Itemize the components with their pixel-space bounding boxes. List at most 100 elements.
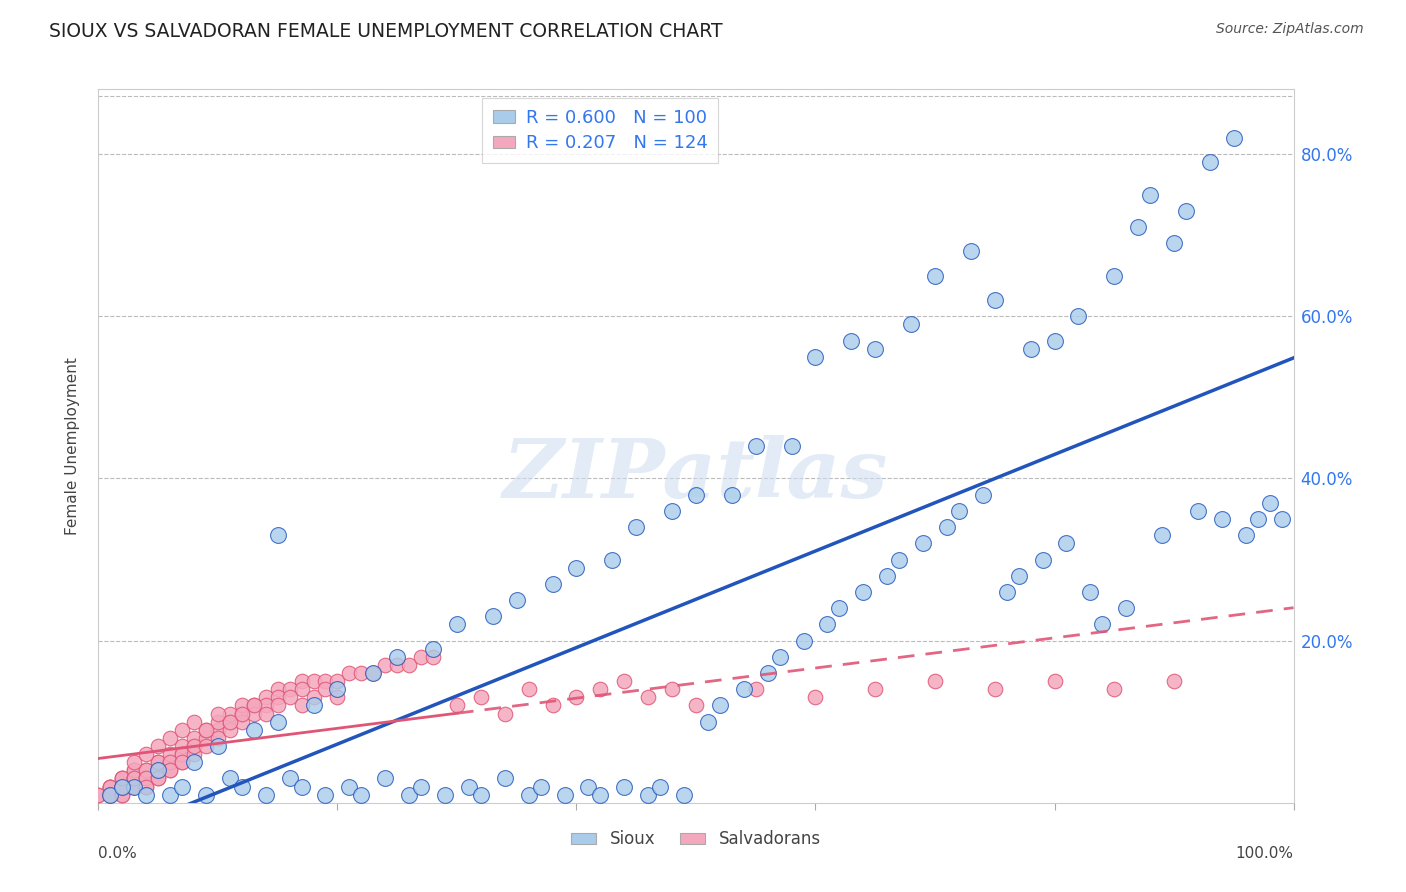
Point xyxy=(1211,512,1233,526)
Point xyxy=(780,439,803,453)
Point xyxy=(1019,342,1042,356)
Point xyxy=(363,666,385,681)
Point xyxy=(900,318,922,332)
Text: 0.0%: 0.0% xyxy=(98,846,138,861)
Point xyxy=(398,657,420,672)
Text: Source: ZipAtlas.com: Source: ZipAtlas.com xyxy=(1216,22,1364,37)
Point xyxy=(124,780,146,794)
Point xyxy=(111,788,134,802)
Point xyxy=(231,780,253,794)
Point xyxy=(541,698,564,713)
Point xyxy=(446,698,468,713)
Point xyxy=(385,649,409,664)
Point xyxy=(159,747,181,761)
Point xyxy=(291,682,314,697)
Point xyxy=(733,682,755,697)
Point xyxy=(267,690,290,705)
Point xyxy=(458,780,481,794)
Point xyxy=(315,788,337,802)
Point xyxy=(865,682,887,697)
Point xyxy=(135,764,157,778)
Point xyxy=(278,772,301,786)
Point xyxy=(87,788,110,802)
Point xyxy=(111,780,134,794)
Point xyxy=(889,552,911,566)
Point xyxy=(195,788,218,802)
Point xyxy=(135,780,157,794)
Point xyxy=(924,674,946,689)
Point xyxy=(578,780,600,794)
Point xyxy=(111,780,134,794)
Point xyxy=(1271,512,1294,526)
Point xyxy=(709,698,731,713)
Point xyxy=(148,772,170,786)
Point xyxy=(685,698,707,713)
Point xyxy=(924,268,946,283)
Point xyxy=(172,723,194,737)
Point xyxy=(111,780,134,794)
Point xyxy=(172,780,194,794)
Point xyxy=(1104,268,1126,283)
Point xyxy=(219,772,242,786)
Point xyxy=(626,520,648,534)
Point xyxy=(124,772,146,786)
Point xyxy=(291,780,314,794)
Point xyxy=(148,764,170,778)
Point xyxy=(267,682,290,697)
Point xyxy=(135,772,157,786)
Point xyxy=(87,788,110,802)
Point xyxy=(159,756,181,770)
Point xyxy=(326,682,349,697)
Point xyxy=(541,577,564,591)
Point xyxy=(1223,131,1246,145)
Point xyxy=(339,666,361,681)
Point xyxy=(1258,496,1281,510)
Point xyxy=(111,780,134,794)
Point xyxy=(172,739,194,753)
Point xyxy=(124,764,146,778)
Point xyxy=(124,780,146,794)
Point xyxy=(1247,512,1270,526)
Point xyxy=(685,488,707,502)
Point xyxy=(350,666,373,681)
Point xyxy=(124,756,146,770)
Point xyxy=(1128,220,1150,235)
Point xyxy=(98,780,122,794)
Point xyxy=(148,739,170,753)
Point xyxy=(1043,334,1066,348)
Point xyxy=(602,552,624,566)
Point xyxy=(98,788,122,802)
Point xyxy=(911,536,934,550)
Point xyxy=(637,788,659,802)
Point xyxy=(984,682,1007,697)
Point xyxy=(1115,601,1137,615)
Point xyxy=(172,747,194,761)
Point xyxy=(111,772,134,786)
Point xyxy=(254,690,277,705)
Point xyxy=(254,698,277,713)
Point xyxy=(1187,504,1209,518)
Point xyxy=(434,788,457,802)
Point xyxy=(745,439,768,453)
Point xyxy=(315,682,337,697)
Point xyxy=(267,714,290,729)
Point xyxy=(231,714,253,729)
Point xyxy=(721,488,744,502)
Point xyxy=(1234,528,1257,542)
Point xyxy=(98,788,122,802)
Point xyxy=(661,682,683,697)
Point xyxy=(195,723,218,737)
Point xyxy=(135,772,157,786)
Point xyxy=(948,504,970,518)
Point xyxy=(613,780,636,794)
Point xyxy=(98,788,122,802)
Point xyxy=(135,772,157,786)
Point xyxy=(411,780,433,794)
Point xyxy=(756,666,779,681)
Point xyxy=(207,714,229,729)
Point xyxy=(148,764,170,778)
Point xyxy=(195,723,218,737)
Point xyxy=(1032,552,1054,566)
Point xyxy=(661,504,683,518)
Point xyxy=(278,690,301,705)
